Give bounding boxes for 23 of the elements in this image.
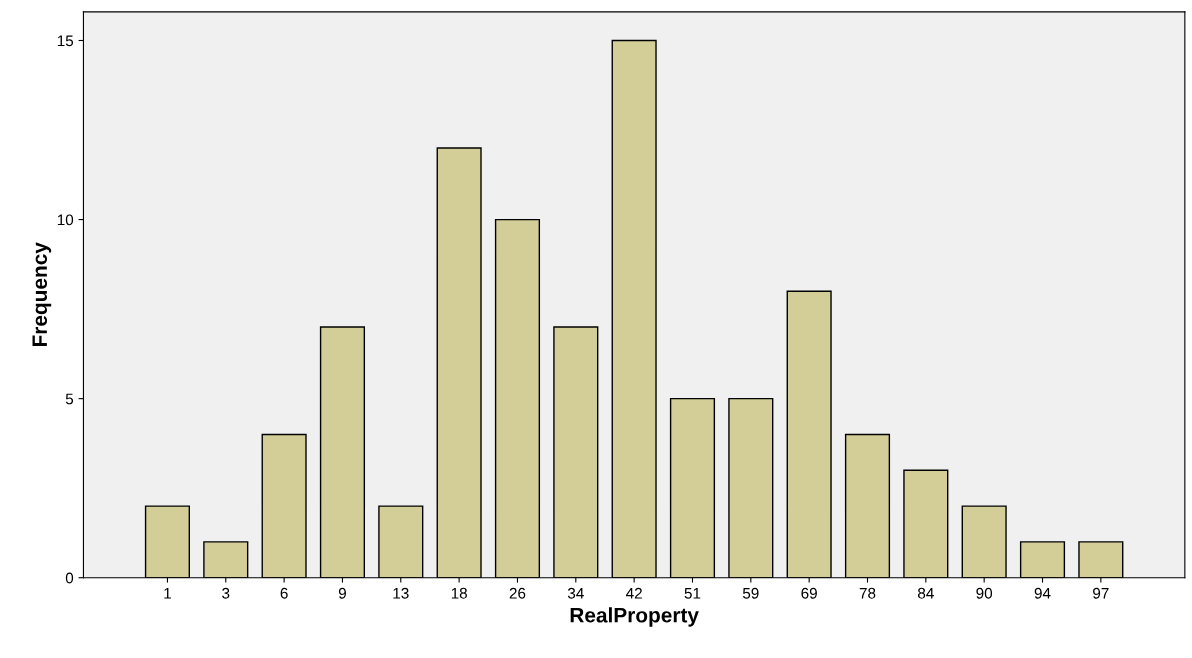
x-tick-label: 3 [222,587,230,599]
x-tick-label: 51 [684,588,701,599]
x-tick-label: 90 [976,587,993,599]
x-tick-label: 84 [918,587,934,599]
x-axis-title: RealProperty [570,607,699,627]
x-tick-label: 94 [1034,587,1051,599]
x-tick-label: 13 [393,587,409,599]
x-tick-label: 9 [338,587,346,599]
y-tick-label: 15 [57,35,74,47]
x-tick-label: 26 [509,587,526,599]
x-tick-label: 18 [451,587,467,599]
x-tick-label: 97 [1093,587,1109,599]
x-tick-label: 59 [742,587,759,599]
y-tick-label: 10 [57,214,74,226]
y-axis-title: Frequency [32,242,52,347]
y-tick-label: 0 [65,572,74,584]
x-tick-label: 42 [626,587,642,599]
y-tick-label: 5 [65,393,74,405]
x-tick-label: 34 [567,587,584,599]
x-tick-label: 78 [859,587,876,599]
x-tick-label: 69 [801,587,817,599]
x-tick-label: 6 [280,587,288,599]
x-tick-label: 1 [164,588,171,599]
